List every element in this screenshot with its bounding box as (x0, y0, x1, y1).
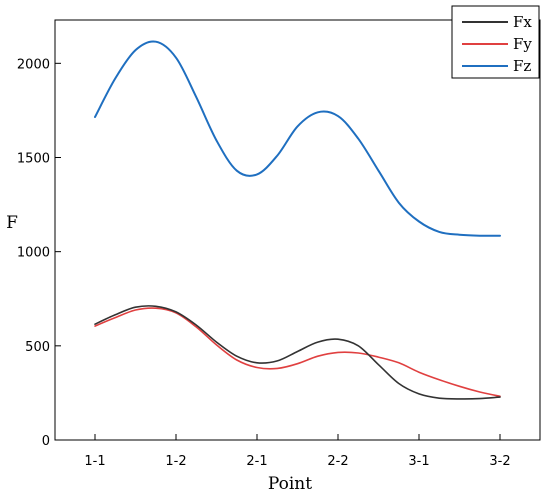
y-tick-label: 500 (25, 340, 50, 355)
x-axis-ticks: 1-1 1-2 2-1 2-2 3-1 3-2 (84, 434, 511, 469)
series-line-fx (94, 305, 501, 400)
y-tick-label: 0 (42, 434, 50, 449)
legend-label-fy: Fy (513, 35, 532, 53)
y-axis-ticks: 0 500 1000 1500 2000 (17, 57, 61, 449)
legend: Fx Fy Fz (451, 5, 540, 79)
x-tick-label: 2-2 (327, 454, 348, 469)
series-line-fy (94, 307, 501, 398)
y-tick-label: 1000 (17, 246, 50, 261)
y-axis-title: F (6, 213, 18, 233)
y-tick-label: 1500 (17, 151, 50, 166)
x-axis-title: Point (268, 474, 312, 494)
y-tick-label: 2000 (17, 57, 50, 72)
x-tick-label: 3-2 (489, 454, 510, 469)
legend-label-fz: Fz (513, 57, 531, 75)
x-tick-label: 2-1 (246, 454, 267, 469)
x-tick-label: 3-1 (408, 454, 429, 469)
series-lines (94, 40, 501, 400)
x-tick-label: 1-1 (84, 454, 105, 469)
x-tick-label: 1-2 (165, 454, 186, 469)
legend-label-fx: Fx (513, 13, 532, 31)
plot-frame (54, 19, 541, 441)
series-line-fz (94, 40, 501, 237)
